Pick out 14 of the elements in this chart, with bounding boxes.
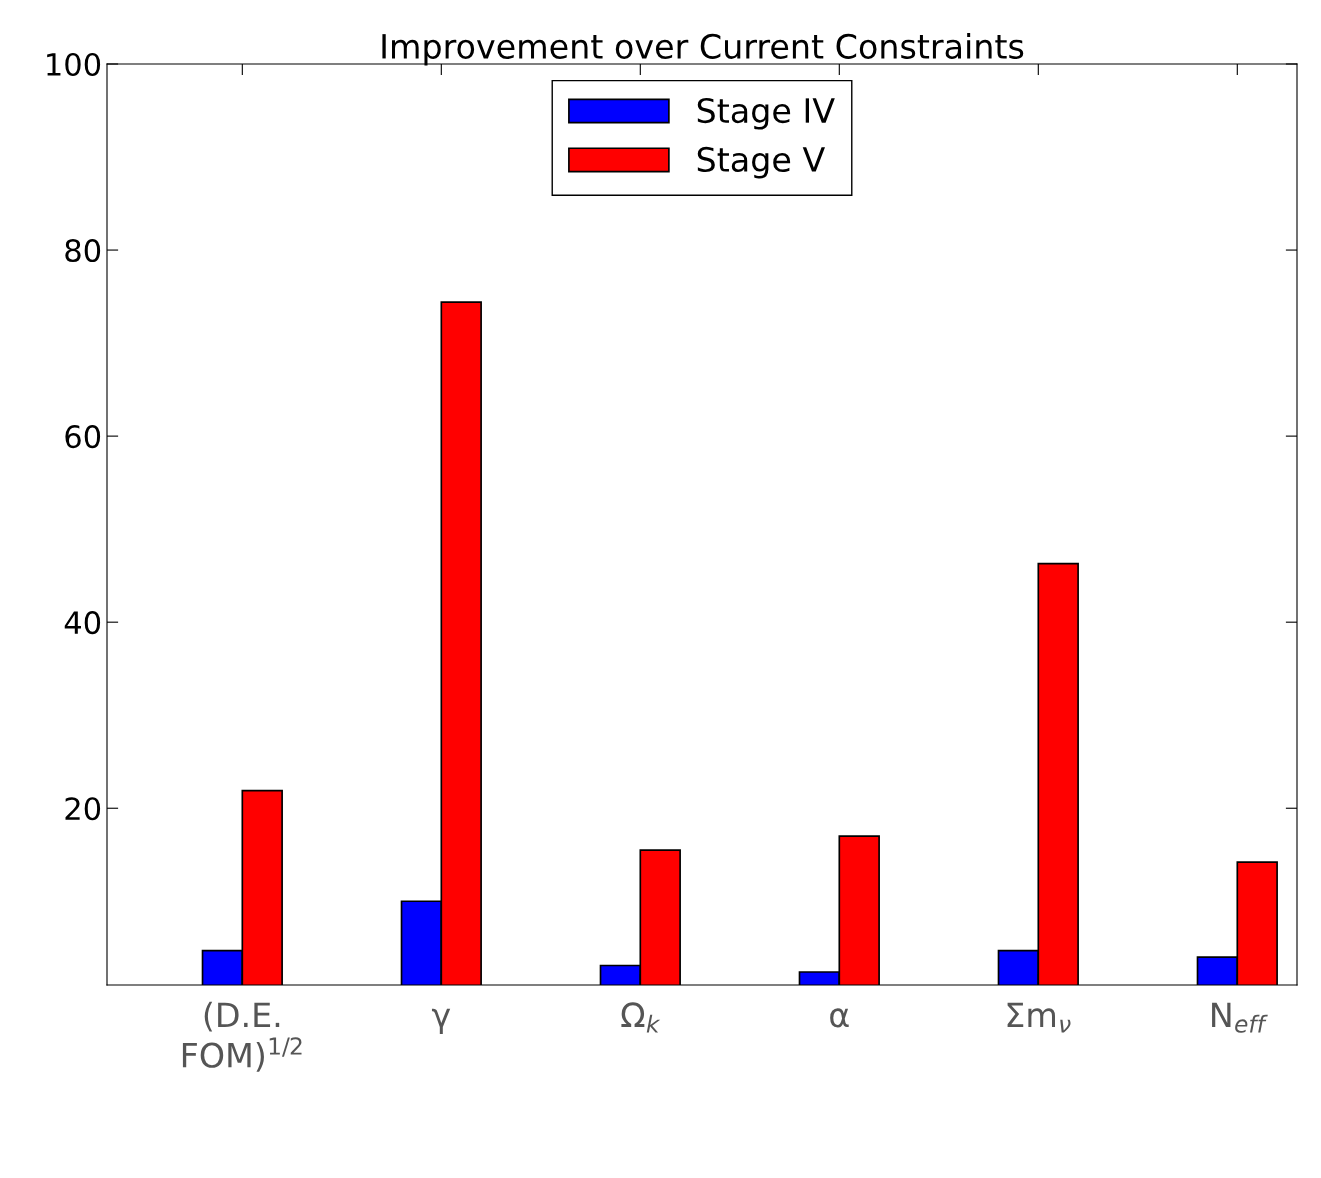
y-tick-label: 80: [65, 238, 101, 263]
chart-title: Improvement over Current Constraints: [382, 33, 1024, 66]
legend-label: Stage IV: [697, 97, 835, 130]
x-tick-label: Σm$_{ν}$: [1007, 1002, 1071, 1033]
y-tick-label: 40: [64, 611, 101, 635]
y-tick-label: 60: [65, 425, 101, 449]
x-tick-label: (D.E. FOM)$^{1/2}$: [182, 1001, 302, 1072]
legend-label: Stage V: [697, 146, 825, 179]
y-tick-label: 100: [47, 52, 101, 77]
y-tick-label: 20: [65, 797, 101, 821]
x-tick-label: Ω$_{k}$: [621, 1002, 661, 1033]
x-tick-label: γ: [431, 1008, 451, 1034]
x-tick-label: α: [830, 1008, 849, 1028]
x-tick-label: N$_{eff}$: [1212, 1002, 1268, 1033]
